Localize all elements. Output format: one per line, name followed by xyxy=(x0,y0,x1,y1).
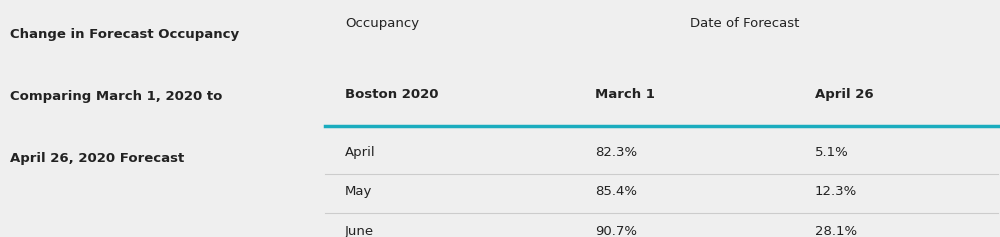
Text: Comparing March 1, 2020 to: Comparing March 1, 2020 to xyxy=(10,90,222,103)
Text: 82.3%: 82.3% xyxy=(595,146,637,159)
Text: Change in Forecast Occupancy: Change in Forecast Occupancy xyxy=(10,28,239,41)
Text: April 26, 2020 Forecast: April 26, 2020 Forecast xyxy=(10,152,184,165)
Text: May: May xyxy=(345,186,372,198)
Text: April: April xyxy=(345,146,376,159)
Text: March 1: March 1 xyxy=(595,88,655,101)
Text: 5.1%: 5.1% xyxy=(815,146,849,159)
Text: Boston 2020: Boston 2020 xyxy=(345,88,438,101)
Text: 85.4%: 85.4% xyxy=(595,186,637,198)
Text: Date of Forecast: Date of Forecast xyxy=(690,17,800,30)
Text: April 26: April 26 xyxy=(815,88,874,101)
Text: 28.1%: 28.1% xyxy=(815,225,857,237)
Text: 90.7%: 90.7% xyxy=(595,225,637,237)
Text: June: June xyxy=(345,225,374,237)
Text: 12.3%: 12.3% xyxy=(815,186,857,198)
Text: Occupancy: Occupancy xyxy=(345,17,419,30)
